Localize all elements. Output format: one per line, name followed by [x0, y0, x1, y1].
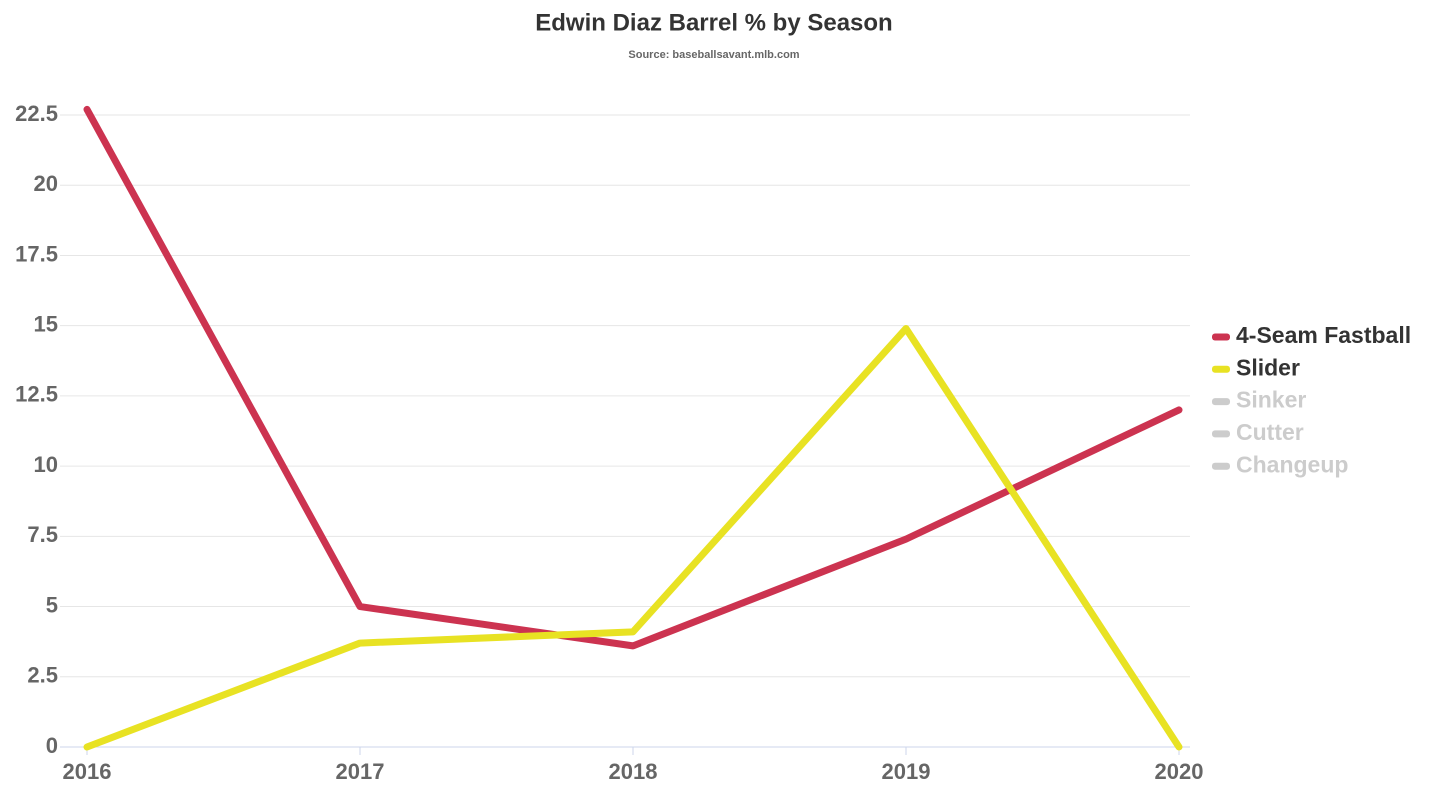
legend-label: Slider	[1236, 354, 1300, 380]
y-tick-label: 0	[46, 733, 58, 758]
x-tick-label: 2018	[609, 759, 658, 784]
series-line	[83, 324, 1183, 751]
series-line	[83, 105, 1183, 650]
y-tick-label: 17.5	[15, 241, 58, 266]
x-tick-label: 2016	[63, 759, 112, 784]
y-tick-label: 10	[34, 452, 58, 477]
chart-subtitle: Source: baseballsavant.mlb.com	[628, 49, 799, 61]
y-tick-label: 7.5	[27, 522, 58, 547]
x-tick-label: 2019	[882, 759, 931, 784]
y-tick-label: 15	[34, 311, 58, 336]
legend-swatch	[1212, 430, 1230, 438]
y-tick-label: 20	[34, 171, 58, 196]
x-tick-label: 2017	[336, 759, 385, 784]
legend-label: Sinker	[1236, 387, 1306, 413]
legend-swatch	[1212, 462, 1230, 470]
legend-swatch	[1212, 333, 1230, 341]
y-tick-label: 22.5	[15, 101, 58, 126]
x-tick-label: 2020	[1155, 759, 1204, 784]
legend-swatch	[1212, 398, 1230, 406]
legend-label: 4-Seam Fastball	[1236, 322, 1411, 348]
chart-title: Edwin Diaz Barrel % by Season	[535, 9, 892, 36]
y-tick-label: 2.5	[27, 663, 58, 688]
y-tick-label: 12.5	[15, 382, 58, 407]
legend-swatch	[1212, 365, 1230, 373]
y-tick-label: 5	[46, 592, 58, 617]
legend-label: Cutter	[1236, 419, 1304, 445]
legend-label: Changeup	[1236, 451, 1348, 477]
